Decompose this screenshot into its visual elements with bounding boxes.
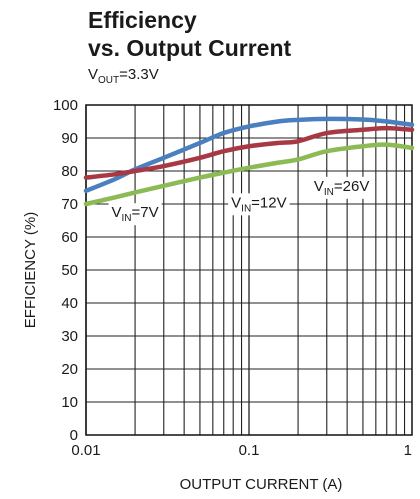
chart-subtitle: VOUT=3.3V: [88, 66, 159, 86]
subtitle-sub: OUT: [98, 75, 120, 86]
y-tick-label: 10: [61, 394, 78, 411]
plot-frame: [85, 104, 413, 436]
y-tick-label: 40: [61, 295, 78, 312]
chart-title: Efficiency vs. Output Current: [88, 6, 291, 62]
series-line-3: [83, 142, 415, 207]
subtitle-rest: =3.3V: [119, 66, 159, 83]
y-tick-label: 20: [61, 361, 78, 378]
grid: [85, 104, 412, 436]
y-tick-label: 60: [61, 229, 78, 246]
subtitle-main: V: [88, 66, 99, 83]
y-tick-label: 90: [61, 130, 78, 147]
title-line-2: vs. Output Current: [88, 35, 292, 61]
series-line-2: [83, 125, 415, 180]
y-axis-label: EFFICIENCY (%): [22, 212, 39, 328]
series-label-background: [108, 203, 162, 226]
y-tick-label: 100: [53, 97, 78, 114]
x-tick-label: 1: [404, 442, 412, 459]
x-tick-label: 0.01: [71, 442, 100, 459]
series-label-background: [310, 176, 373, 199]
series-label-1: VIN=7V: [108, 203, 162, 226]
y-tick-label: 50: [61, 262, 78, 279]
series-label-background: [228, 193, 290, 216]
y-tick-label: 80: [61, 163, 78, 180]
series-label-text: VIN=26V: [314, 178, 369, 198]
series-label-2: VIN=12V: [228, 193, 290, 216]
series-label-text: VIN=7V: [112, 204, 159, 224]
series-label-text: VIN=12V: [231, 194, 286, 214]
x-axis-label: OUTPUT CURRENT (A): [180, 476, 343, 493]
y-tick-label: 0: [70, 427, 78, 444]
x-tick-label: 0.1: [239, 442, 260, 459]
series-label-3: VIN=26V: [310, 176, 373, 199]
y-tick-label: 70: [61, 196, 78, 213]
title-line-1: Efficiency: [88, 7, 197, 33]
y-tick-label: 30: [61, 328, 78, 345]
